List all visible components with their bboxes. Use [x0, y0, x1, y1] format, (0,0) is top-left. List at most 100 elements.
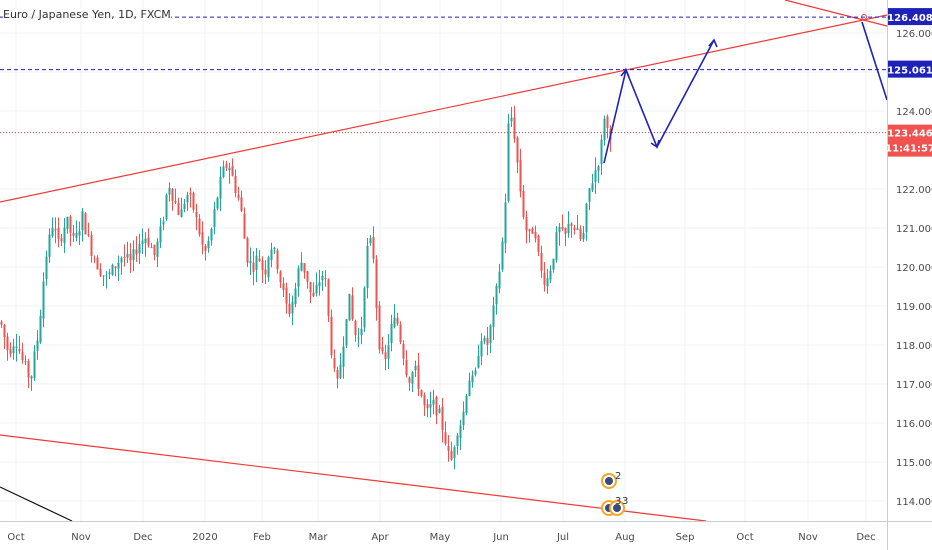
candle-body: [171, 188, 174, 201]
candle-body: [324, 277, 327, 279]
candle-body: [438, 408, 441, 413]
candle-body: [519, 160, 522, 192]
candle-body: [51, 227, 54, 236]
level-pricebox-label: 125.061: [887, 66, 932, 77]
candle-body: [501, 241, 504, 270]
candle-body: [57, 227, 60, 239]
candle-body: [576, 228, 579, 230]
candle-body: [168, 187, 171, 195]
candle-body: [375, 259, 378, 309]
candle-body: [291, 301, 294, 314]
candle-body: [255, 255, 258, 270]
candle-body: [420, 390, 423, 396]
candle-body: [231, 165, 234, 176]
candle-body: [489, 325, 492, 344]
candle-body: [435, 396, 438, 416]
candle-body: [144, 238, 147, 244]
candle-body: [186, 194, 189, 203]
candle-body: [402, 343, 405, 359]
candle-body: [423, 395, 426, 406]
y-tick-label: 115.000: [896, 458, 932, 469]
x-tick-label: May: [430, 532, 451, 543]
candle-body: [0, 321, 3, 325]
candle-body: [525, 217, 528, 231]
candle-body: [159, 226, 162, 243]
candle-body: [93, 258, 96, 260]
y-tick-label: 114.000: [896, 497, 932, 508]
candle-body: [543, 272, 546, 285]
candle-body: [360, 328, 363, 336]
candle-body: [39, 315, 42, 343]
arrow-head: [650, 139, 660, 149]
candle-body: [330, 316, 333, 356]
candle-body: [9, 349, 12, 355]
candle-body: [87, 234, 90, 236]
candle-body: [90, 235, 93, 257]
candle-body: [453, 447, 456, 459]
candle-body: [339, 364, 342, 378]
event-count: 2: [615, 471, 621, 482]
candle-body: [366, 245, 369, 288]
candle-body: [198, 218, 201, 235]
y-tick-label: 121.000: [896, 224, 932, 235]
candle-body: [558, 226, 561, 233]
candle-body: [528, 229, 531, 232]
candle-body: [120, 257, 123, 263]
candle-body: [483, 337, 486, 342]
candle-body: [492, 305, 495, 327]
candle-body: [126, 253, 129, 258]
event-count: 3: [615, 496, 621, 507]
candle-body: [456, 435, 459, 447]
candle-body: [327, 279, 330, 316]
candles: [0, 105, 612, 470]
candle-body: [600, 139, 603, 165]
candle-body: [183, 203, 186, 210]
candle-body: [381, 347, 384, 352]
candle-body: [129, 253, 132, 261]
candle-body: [174, 200, 177, 203]
current-pricebox: [888, 124, 932, 157]
candle-body: [6, 336, 9, 351]
candle-body: [393, 317, 396, 327]
y-tick-label: 122.000: [896, 185, 932, 196]
candle-body: [408, 377, 411, 383]
candle-body: [78, 231, 81, 236]
candle-body: [441, 406, 444, 430]
price-axis: 126.000125.000124.000122.000121.000120.0…: [885, 0, 932, 550]
x-tick-label: Feb: [253, 532, 271, 543]
candle-body: [237, 194, 240, 198]
candle-body: [156, 241, 159, 257]
candle-body: [63, 227, 66, 243]
candle-body: [138, 244, 141, 254]
candle-body: [426, 404, 429, 409]
candle-body: [288, 303, 291, 314]
candle-body: [447, 446, 450, 451]
candle-body: [552, 258, 555, 270]
candle-body: [165, 194, 168, 220]
candle-body: [177, 203, 180, 215]
candle-body: [537, 235, 540, 252]
candle-body: [342, 346, 345, 367]
candle-body: [510, 117, 513, 122]
candle-body: [570, 223, 573, 226]
candle-body: [111, 264, 114, 275]
candle-body: [210, 229, 213, 241]
candle-body: [270, 249, 273, 261]
event-markers[interactable]: 2 3 3: [601, 471, 628, 516]
candle-body: [573, 227, 576, 231]
candle-body: [36, 340, 39, 351]
x-tick-label: Jul: [556, 532, 569, 543]
candle-body: [540, 253, 543, 272]
candle-body: [399, 324, 402, 342]
candle-body: [462, 411, 465, 426]
candle-body: [315, 285, 318, 294]
candle-body: [357, 337, 360, 339]
x-tick-label: Mar: [309, 532, 329, 543]
x-tick-label: Sep: [676, 532, 695, 543]
candle-body: [555, 232, 558, 261]
trend-lines: [0, 0, 888, 522]
candle-body: [216, 197, 219, 209]
candle-body: [306, 271, 309, 282]
